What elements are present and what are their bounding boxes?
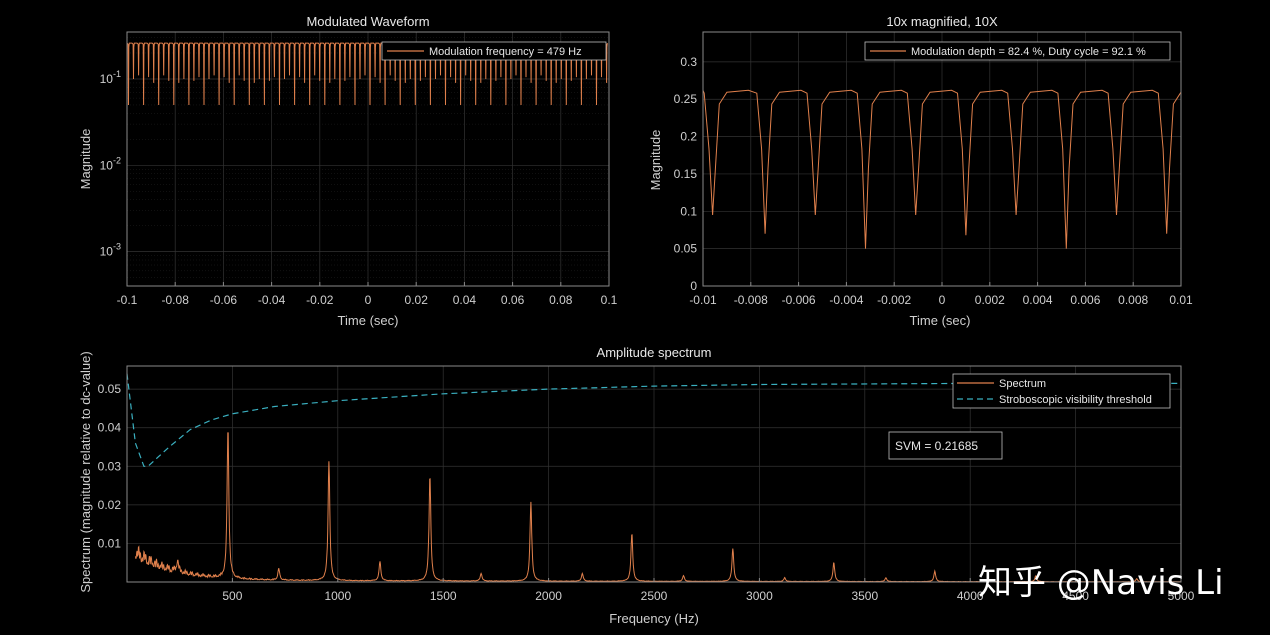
p3-ytick-label: 0.02 [98,498,122,512]
p2-ytick-label: 0.2 [680,130,697,144]
p1-xtick-label: -0.06 [210,293,238,307]
p3-legend: Spectrum Stroboscopic visibility thresho… [952,373,1171,409]
p2-xlabel: Time (sec) [910,313,971,328]
p3-xtick-label: 3000 [746,589,773,603]
p3-legend-label-spectrum: Spectrum [999,378,1046,390]
p3-xtick-label: 500 [222,589,242,603]
amplitude-spectrum-chart: 500 1000 1500 2000 2500 3000 3500 4000 4500 5000 0… [78,345,1195,626]
p3-xtick-label: 4500 [1062,589,1089,603]
p1-ytick-label: 10-3 [100,242,121,259]
p1-title: Modulated Waveform [306,14,429,29]
p2-xtick-label: 0 [939,293,946,307]
p2-xtick-label: 0.006 [1070,293,1100,307]
p2-xtick-label: 0.002 [975,293,1005,307]
p1-ytick-label: 10-1 [100,69,121,86]
p3-xtick-label: 1500 [430,589,457,603]
p1-xtick-label: -0.04 [258,293,286,307]
p2-xtick-label: -0.004 [829,293,863,307]
p2-xtick-label: -0.01 [689,293,717,307]
svm-annotation: SVM = 0.21685 [888,431,1003,460]
p1-xtick-label: 0.02 [405,293,429,307]
p1-xtick-label: -0.02 [306,293,334,307]
p2-legend-box [864,41,1171,61]
p2-xtick-label: 0.004 [1023,293,1053,307]
p1-ylabel: Magnitude [78,129,93,190]
p3-ytick-label: 0.04 [98,421,122,435]
p3-legend-label-threshold: Stroboscopic visibility threshold [999,394,1152,406]
p2-legend-label: Modulation depth = 82.4 %, Duty cycle = … [911,46,1146,58]
p2-title: 10x magnified, 10X [886,14,998,29]
p3-xtick-label: 1000 [324,589,351,603]
p3-xtick-label: 2500 [641,589,668,603]
p3-ytick-label: 0.01 [98,536,122,550]
p3-ylabel: Spectrum (magnitude relative to dc-value… [78,351,93,592]
p2-ytick-label: 0.05 [674,242,698,256]
p2-ylabel: Magnitude [648,130,663,191]
p1-ytick-label: 10-2 [100,155,121,172]
p3-spectrum-line [134,432,1182,583]
p2-ytick-label: 0.1 [680,204,697,218]
p1-xtick-label: 0.04 [453,293,477,307]
p3-ytick-label: 0.03 [98,459,122,473]
p2-legend: Modulation depth = 82.4 %, Duty cycle = … [864,41,1171,61]
p1-xtick-label: 0 [365,293,372,307]
p3-legend-box [952,373,1171,409]
p3-xtick-label: 5000 [1168,589,1195,603]
p1-xtick-label: -0.08 [162,293,190,307]
p1-legend-label: Modulation frequency = 479 Hz [429,46,582,58]
p2-xtick-label: -0.006 [782,293,816,307]
p2-xtick-label: -0.008 [734,293,768,307]
p3-xlabel: Frequency (Hz) [609,611,699,626]
p3-xtick-label: 3500 [851,589,878,603]
p1-xtick-label: 0.06 [501,293,525,307]
p2-ytick-label: 0.15 [674,167,698,181]
p1-xtick-label: 0.08 [549,293,573,307]
p1-legend: Modulation frequency = 479 Hz [381,41,607,61]
p3-title: Amplitude spectrum [597,345,712,360]
p1-xtick-label: 0.1 [601,293,618,307]
p1-xtick-label: -0.1 [117,293,138,307]
p2-xtick-label: 0.01 [1169,293,1193,307]
p3-xtick-label: 2000 [535,589,562,603]
watermark-text: 知乎 @Navis Li [978,563,1224,603]
p1-xlabel: Time (sec) [338,313,399,328]
modulated-waveform-chart: -0.1 -0.08 -0.06 -0.04 -0.02 0 0.02 0.04 0.06 0.0… [78,14,618,328]
p2-ytick-label: 0 [690,279,697,293]
p2-ytick-label: 0.25 [674,92,698,106]
p2-xtick-label: -0.002 [877,293,911,307]
svm-annotation-box [888,431,1003,460]
p1-legend-box [381,41,607,61]
svm-annotation-text: SVM = 0.21685 [895,439,978,453]
p2-xtick-label: 0.008 [1118,293,1148,307]
p3-xtick-label: 4000 [957,589,984,603]
p2-ytick-label: 0.3 [680,55,697,69]
p3-ytick-label: 0.05 [98,382,122,396]
magnified-waveform-chart: -0.01 -0.008 -0.006 -0.004 -0.002 0 0.002 0.004… [648,14,1193,328]
p2-series-line [702,89,1182,249]
